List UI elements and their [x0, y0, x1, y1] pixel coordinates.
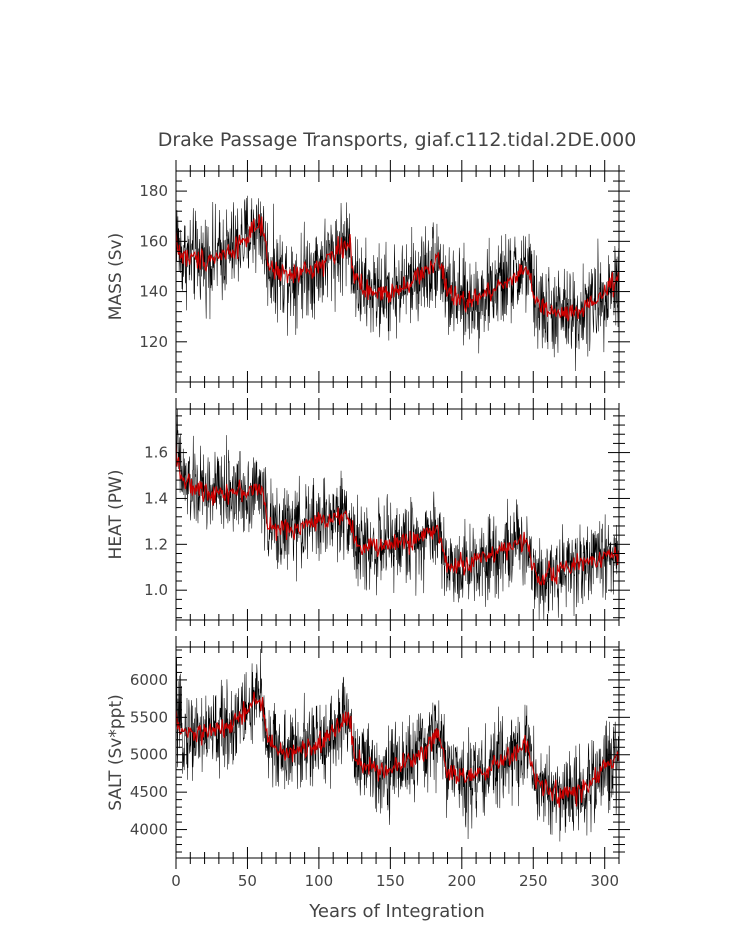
plot-frame	[175, 408, 620, 621]
y-tick-label: 140	[139, 283, 168, 301]
chart-title: Drake Passage Transports, giaf.c112.tida…	[158, 129, 637, 151]
x-tick-label: 0	[171, 872, 181, 890]
x-tick-label: 150	[376, 872, 405, 890]
y-tick-label: 5500	[130, 708, 168, 726]
smoothed-transport-line	[175, 214, 619, 322]
y-tick-label: 6000	[130, 671, 168, 689]
y-tick-label: 5000	[130, 746, 168, 764]
plot-frame	[175, 170, 620, 383]
raw-transport-line	[175, 408, 620, 621]
y-tick-label: 4000	[130, 821, 168, 839]
raw-transport-line	[175, 648, 620, 842]
y-tick-label: 1.0	[144, 581, 168, 599]
y-tick-label: 1.6	[144, 444, 168, 462]
mass-panel: 120 140 160 180 MASS (Sv)	[106, 160, 630, 393]
x-tick-label: 300	[590, 872, 619, 890]
x-tick-label: 250	[519, 872, 548, 890]
heat-panel: 1.0 1.2 1.4 1.6 HEAT (PW)	[106, 398, 630, 631]
x-tick-label: 200	[447, 872, 476, 890]
y-tick-label: 180	[139, 182, 168, 200]
y-tick-label: 1.2	[144, 535, 168, 553]
y-tick-label: 4500	[130, 783, 168, 801]
y-tick-label: 160	[139, 232, 168, 250]
plot-frame	[175, 646, 620, 859]
x-tick-label: 100	[305, 872, 334, 890]
raw-transport-line	[175, 195, 620, 371]
y-axis-label: SALT (Sv*ppt)	[106, 694, 126, 811]
x-tick-label: 50	[238, 872, 257, 890]
x-axis-label: Years of Integration	[308, 901, 484, 922]
y-axis-label: MASS (Sv)	[106, 233, 126, 320]
y-tick-label: 1.4	[144, 489, 168, 507]
y-tick-label: 120	[139, 333, 168, 351]
y-axis-label: HEAT (PW)	[106, 470, 126, 560]
salt-panel: 4000 4500 5000 5500 6000 0 50 100 150 200 250 300 SA…	[106, 636, 630, 890]
smoothed-transport-line	[175, 443, 619, 586]
smoothed-transport-line	[175, 691, 619, 808]
